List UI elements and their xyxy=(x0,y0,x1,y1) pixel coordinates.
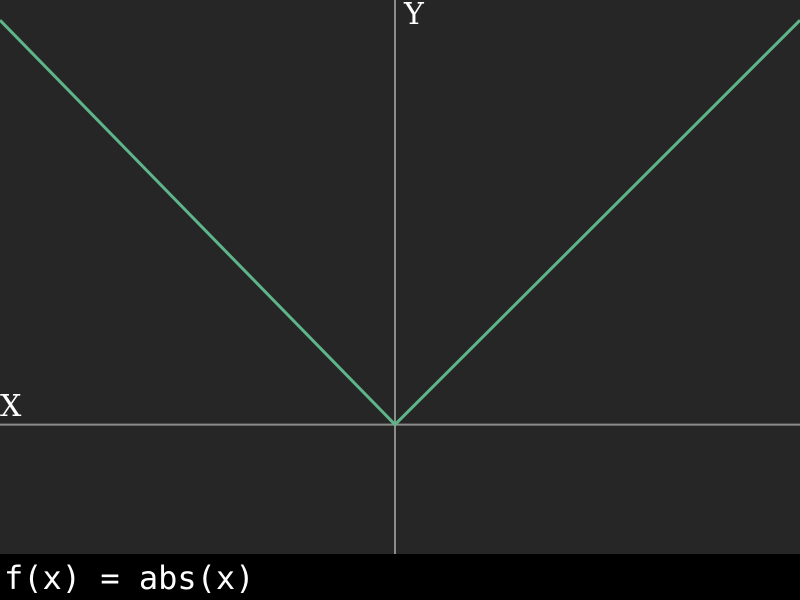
plot-canvas xyxy=(0,0,800,554)
formula-text: f(x) = abs(x) xyxy=(4,559,255,597)
x-axis-label: X xyxy=(0,389,22,424)
formula-bar: f(x) = abs(x) xyxy=(0,554,800,600)
y-axis-label: Y xyxy=(404,0,424,32)
series-group xyxy=(0,19,800,427)
series-line-0 xyxy=(0,19,800,427)
plot-area: Y X xyxy=(0,0,800,554)
